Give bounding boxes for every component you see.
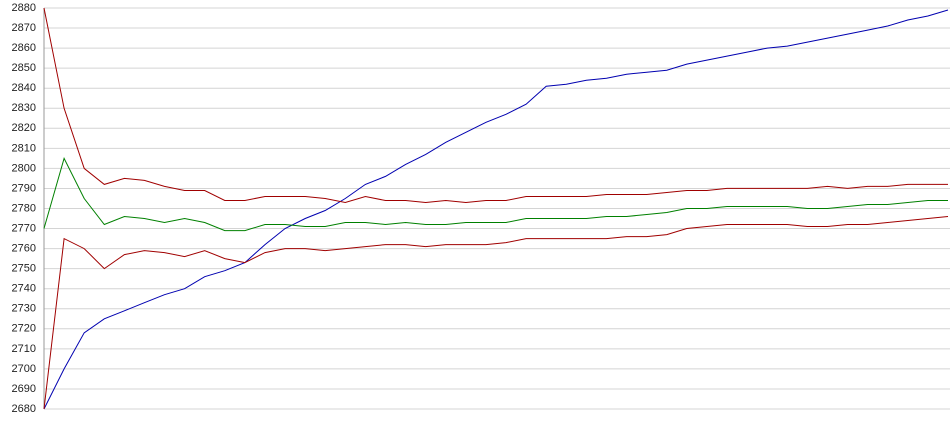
series-line bbox=[43, 7, 948, 204]
y-tick-label: 2830 bbox=[12, 102, 36, 114]
y-tick-label: 2680 bbox=[12, 403, 36, 415]
y-tick-label: 2740 bbox=[12, 283, 36, 295]
y-tick-label: 2840 bbox=[12, 82, 36, 94]
series-line bbox=[43, 157, 948, 232]
y-tick-label: 2800 bbox=[12, 162, 36, 174]
y-tick-label: 2860 bbox=[12, 42, 36, 54]
y-tick-label: 2810 bbox=[12, 142, 36, 154]
y-tick-label: 2780 bbox=[12, 202, 36, 214]
series-line bbox=[43, 216, 949, 410]
y-tick-label: 2690 bbox=[12, 383, 36, 395]
y-tick-label: 2760 bbox=[12, 243, 36, 255]
y-tick-label: 2880 bbox=[12, 2, 36, 14]
y-tick-label: 2720 bbox=[12, 323, 36, 335]
y-tick-label: 2820 bbox=[12, 122, 36, 134]
y-tick-label: 2730 bbox=[12, 303, 36, 315]
y-tick-label: 2710 bbox=[12, 343, 36, 355]
y-tick-label: 2750 bbox=[12, 263, 36, 275]
y-tick-label: 2770 bbox=[12, 222, 36, 234]
series-line bbox=[43, 9, 949, 410]
y-tick-label: 2870 bbox=[12, 22, 36, 34]
y-tick-label: 2850 bbox=[12, 62, 36, 74]
y-tick-label: 2790 bbox=[12, 182, 36, 194]
y-tick-label: 2700 bbox=[12, 363, 36, 375]
